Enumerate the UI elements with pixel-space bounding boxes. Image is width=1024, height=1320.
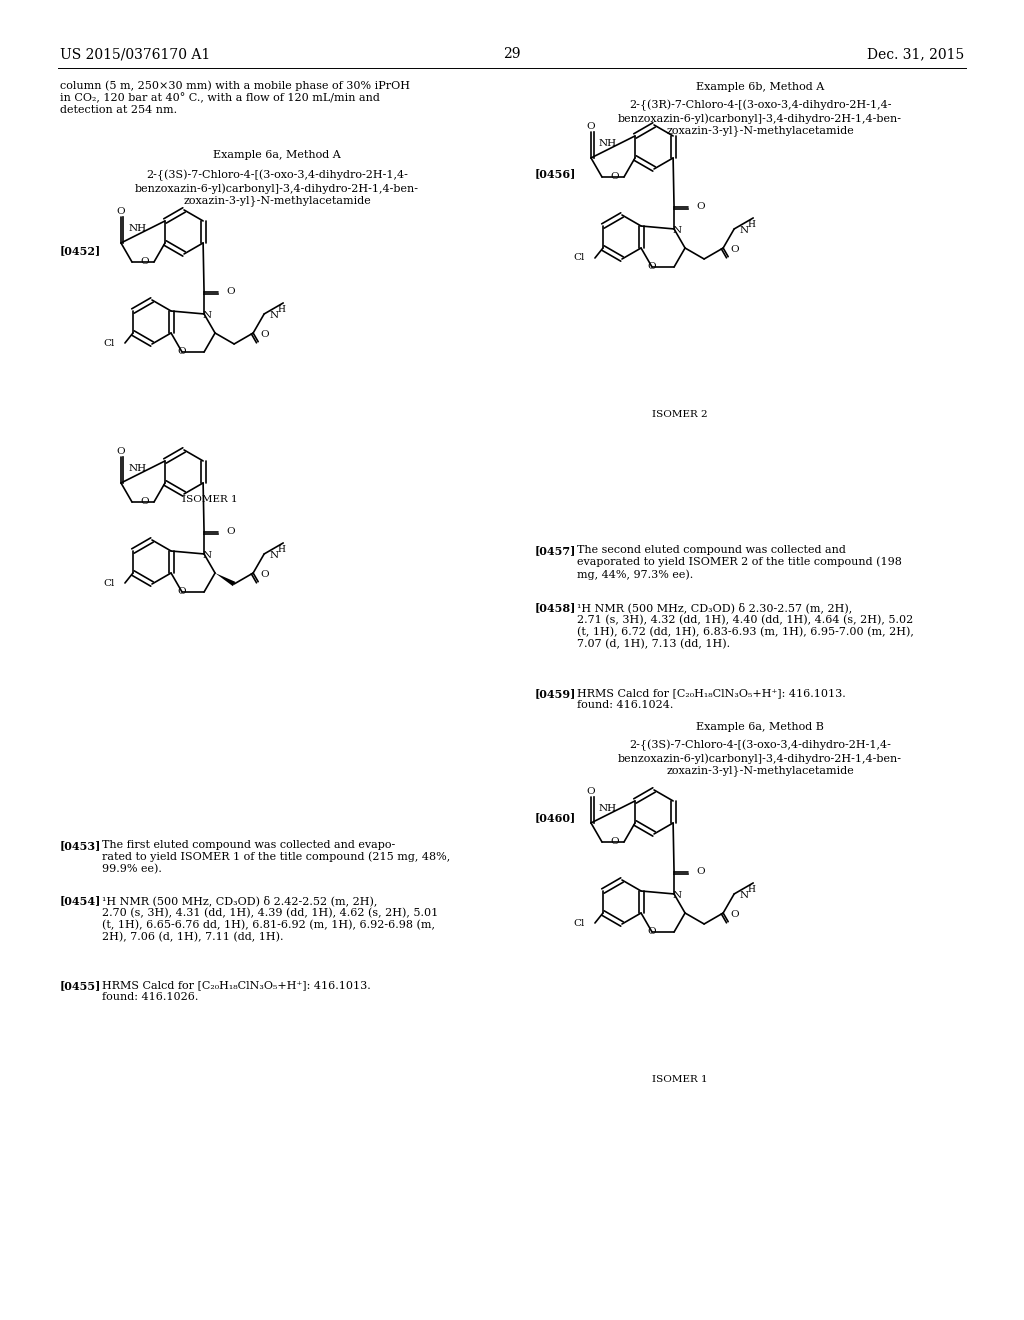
Text: O: O xyxy=(648,927,656,936)
Text: [0460]: [0460] xyxy=(535,812,577,822)
Text: [0455]: [0455] xyxy=(60,979,101,991)
Text: H: H xyxy=(748,886,755,895)
Text: N: N xyxy=(673,227,682,235)
Text: H: H xyxy=(748,220,755,230)
Text: N: N xyxy=(739,227,749,235)
Text: H: H xyxy=(278,545,285,554)
Text: NH: NH xyxy=(599,140,617,148)
Text: N: N xyxy=(203,552,212,561)
Text: [0452]: [0452] xyxy=(60,246,101,256)
Text: O: O xyxy=(178,586,186,595)
Text: ISOMER 1: ISOMER 1 xyxy=(182,495,238,504)
Text: H: H xyxy=(278,305,285,314)
Text: Cl: Cl xyxy=(103,338,115,347)
Text: ¹H NMR (500 MHz, CD₃OD) δ 2.30-2.57 (m, 2H),
2.71 (s, 3H), 4.32 (dd, 1H), 4.40 (: ¹H NMR (500 MHz, CD₃OD) δ 2.30-2.57 (m, … xyxy=(577,602,913,649)
Text: column (5 m, 250×30 mm) with a mobile phase of 30% iPrOH
in CO₂, 120 bar at 40° : column (5 m, 250×30 mm) with a mobile ph… xyxy=(60,81,410,115)
Text: HRMS Calcd for [C₂₀H₁₈ClN₃O₅+H⁺]: 416.1013.
found: 416.1024.: HRMS Calcd for [C₂₀H₁₈ClN₃O₅+H⁺]: 416.10… xyxy=(577,688,846,710)
Text: Dec. 31, 2015: Dec. 31, 2015 xyxy=(866,48,964,61)
Text: O: O xyxy=(648,261,656,271)
Text: ¹H NMR (500 MHz, CD₃OD) δ 2.42-2.52 (m, 2H),
2.70 (s, 3H), 4.31 (dd, 1H), 4.39 (: ¹H NMR (500 MHz, CD₃OD) δ 2.42-2.52 (m, … xyxy=(102,895,438,941)
Text: Cl: Cl xyxy=(103,578,115,587)
Text: 29: 29 xyxy=(503,48,521,61)
Text: O: O xyxy=(140,498,150,506)
Text: The second eluted compound was collected and
evaporated to yield ISOMER 2 of the: The second eluted compound was collected… xyxy=(577,545,902,579)
Text: O: O xyxy=(260,330,268,339)
Text: O: O xyxy=(226,288,234,297)
Text: [0453]: [0453] xyxy=(60,840,101,851)
Text: N: N xyxy=(203,312,212,321)
Polygon shape xyxy=(215,573,236,586)
Text: [0454]: [0454] xyxy=(60,895,101,906)
Text: ISOMER 2: ISOMER 2 xyxy=(652,411,708,418)
Text: The first eluted compound was collected and evapo-
rated to yield ISOMER 1 of th: The first eluted compound was collected … xyxy=(102,840,451,874)
Text: Cl: Cl xyxy=(573,919,585,928)
Text: O: O xyxy=(587,787,595,796)
Text: O: O xyxy=(117,447,125,455)
Text: [0456]: [0456] xyxy=(535,168,577,180)
Text: O: O xyxy=(696,202,705,211)
Text: O: O xyxy=(117,207,125,216)
Text: O: O xyxy=(178,347,186,355)
Text: NH: NH xyxy=(129,224,147,234)
Text: 2-{(3S)-7-Chloro-4-[(3-oxo-3,4-dihydro-2H-1,4-
benzoxazin-6-yl)carbonyl]-3,4-dih: 2-{(3S)-7-Chloro-4-[(3-oxo-3,4-dihydro-2… xyxy=(618,741,902,776)
Text: Example 6a, Method A: Example 6a, Method A xyxy=(213,150,341,160)
Text: [0457]: [0457] xyxy=(535,545,577,556)
Text: NH: NH xyxy=(129,465,147,474)
Text: O: O xyxy=(730,909,738,919)
Text: O: O xyxy=(696,867,705,876)
Text: O: O xyxy=(610,837,618,846)
Text: O: O xyxy=(610,172,618,181)
Text: N: N xyxy=(673,891,682,900)
Text: O: O xyxy=(140,257,150,267)
Text: Cl: Cl xyxy=(573,253,585,263)
Text: US 2015/0376170 A1: US 2015/0376170 A1 xyxy=(60,48,210,61)
Text: Example 6b, Method A: Example 6b, Method A xyxy=(696,82,824,92)
Text: O: O xyxy=(226,528,234,536)
Text: N: N xyxy=(739,891,749,900)
Text: [0458]: [0458] xyxy=(535,602,577,612)
Text: [0459]: [0459] xyxy=(535,688,577,700)
Text: N: N xyxy=(269,552,279,561)
Text: N: N xyxy=(269,312,279,321)
Text: O: O xyxy=(730,244,738,253)
Text: NH: NH xyxy=(599,804,617,813)
Text: Example 6a, Method B: Example 6a, Method B xyxy=(696,722,824,733)
Text: HRMS Calcd for [C₂₀H₁₈ClN₃O₅+H⁺]: 416.1013.
found: 416.1026.: HRMS Calcd for [C₂₀H₁₈ClN₃O₅+H⁺]: 416.10… xyxy=(102,979,371,1002)
Text: O: O xyxy=(587,121,595,131)
Text: 2-{(3S)-7-Chloro-4-[(3-oxo-3,4-dihydro-2H-1,4-
benzoxazin-6-yl)carbonyl]-3,4-dih: 2-{(3S)-7-Chloro-4-[(3-oxo-3,4-dihydro-2… xyxy=(135,170,419,206)
Text: 2-{(3R)-7-Chloro-4-[(3-oxo-3,4-dihydro-2H-1,4-
benzoxazin-6-yl)carbonyl]-3,4-dih: 2-{(3R)-7-Chloro-4-[(3-oxo-3,4-dihydro-2… xyxy=(618,100,902,136)
Text: ISOMER 1: ISOMER 1 xyxy=(652,1074,708,1084)
Text: O: O xyxy=(260,570,268,578)
